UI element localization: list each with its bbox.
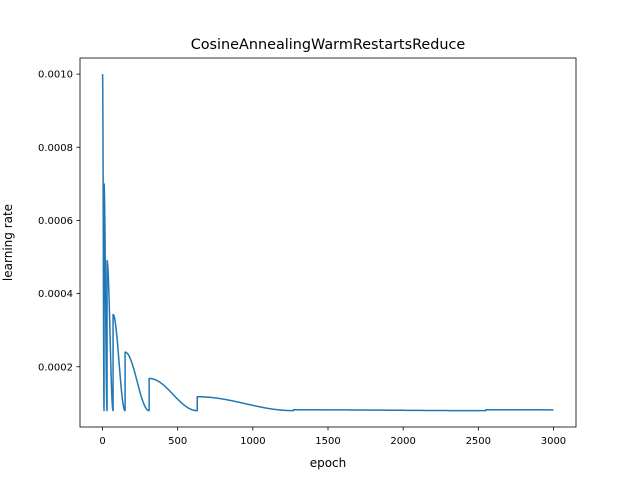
x-tick-label: 2000 [390, 436, 415, 447]
x-tick-label: 1500 [315, 436, 340, 447]
y-tick-label: 0.0004 [38, 289, 73, 300]
x-tick-label: 2500 [466, 436, 491, 447]
x-tick-label: 3000 [541, 436, 566, 447]
y-tick-label: 0.0008 [38, 143, 73, 154]
y-axis-ticks: 0.0002 0.0004 0.0006 0.0008 0.0010 [38, 70, 80, 373]
x-axis-label: epoch [310, 456, 347, 470]
x-tick-label: 500 [168, 436, 187, 447]
lr-series-line [101, 74, 555, 412]
x-axis-ticks: 0 500 1000 1500 2000 2500 3000 [99, 427, 566, 447]
y-tick-label: 0.0006 [38, 216, 73, 227]
plot-area [101, 74, 555, 412]
y-tick-label: 0.0002 [38, 362, 73, 373]
x-tick-label: 0 [99, 436, 105, 447]
chart-title: CosineAnnealingWarmRestartsReduce [191, 37, 466, 53]
x-tick-label: 1000 [240, 436, 265, 447]
y-axis-label: learning rate [1, 204, 15, 281]
y-tick-label: 0.0010 [38, 70, 73, 81]
